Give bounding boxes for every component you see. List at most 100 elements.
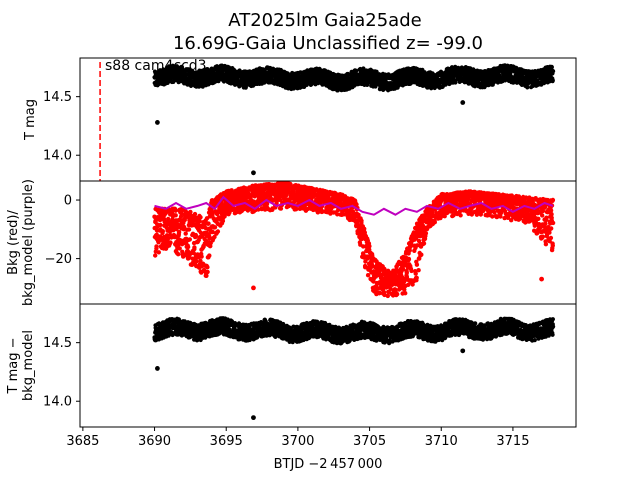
bkg-point	[394, 292, 400, 297]
bkg-point	[361, 244, 366, 249]
bkg-point	[185, 244, 191, 250]
bkg-point	[498, 214, 503, 219]
bkg-point	[201, 244, 206, 249]
bkg-point	[173, 213, 178, 218]
data-point	[354, 68, 359, 73]
bkg-point	[362, 230, 367, 235]
bkg-point	[490, 214, 495, 219]
bkg-point	[188, 209, 193, 215]
bkg-point	[442, 214, 447, 219]
bkg-point	[206, 221, 211, 226]
bkg-point	[356, 212, 361, 218]
bkg-point	[421, 241, 427, 246]
bkg-point	[369, 262, 375, 267]
bkg-point	[509, 218, 514, 223]
y-axis-label-line: T mag	[23, 99, 38, 141]
bkg-point	[177, 246, 182, 251]
bkg-point	[199, 254, 204, 259]
bkg-point	[410, 282, 415, 287]
data-layer	[152, 63, 556, 176]
bkg-point	[210, 229, 215, 235]
bkg-point	[166, 216, 171, 222]
data-point	[374, 69, 379, 74]
bkg-point	[165, 236, 171, 241]
bkg-point	[406, 257, 412, 262]
bkg-point	[198, 215, 203, 220]
bkg-point	[414, 275, 419, 280]
bkg-point	[293, 207, 299, 212]
bkg-point	[168, 240, 173, 245]
bkg-point	[318, 200, 323, 206]
bkg-point	[156, 250, 161, 255]
bkg-point	[413, 271, 418, 276]
chart-title-line1: AT2025lm Gaia25ade	[228, 10, 421, 31]
bkg-point	[204, 273, 209, 278]
bkg-point	[192, 245, 197, 250]
data-layer	[152, 181, 556, 299]
bkg-point	[354, 202, 359, 207]
outlier-point	[460, 100, 466, 105]
bkg-point	[326, 195, 331, 200]
bkg-point	[458, 213, 463, 218]
bkg-point	[264, 201, 270, 206]
bkg-point	[416, 268, 421, 273]
chart-title-line2: 16.69G-Gaia Unclassified z= -99.0	[173, 33, 483, 54]
bkg-point	[415, 243, 420, 248]
bkg-point	[359, 218, 364, 223]
y-axis-label: T mag	[23, 99, 38, 141]
bkg-point	[403, 291, 408, 296]
bkg-point	[509, 193, 514, 198]
bkg-point	[335, 212, 340, 217]
bkg-point	[207, 253, 212, 258]
bkg-point	[194, 259, 199, 264]
bkg-point	[186, 227, 192, 232]
bkg-point	[193, 234, 199, 239]
bkg-point	[227, 210, 232, 215]
bkg-point	[181, 224, 187, 230]
bkg-point	[402, 287, 407, 292]
data-point	[551, 69, 556, 74]
bkg-point	[192, 211, 198, 217]
bkg-point	[205, 265, 210, 270]
bkg-point	[176, 252, 181, 257]
bkg-point	[414, 262, 420, 267]
bkg-point	[158, 222, 163, 228]
bkg-point	[407, 248, 412, 253]
bkg-point	[388, 286, 393, 291]
bkg-point	[205, 269, 210, 275]
bkg-point	[423, 231, 429, 236]
bkg-point	[223, 212, 228, 217]
bkg-point	[409, 243, 414, 248]
panel-tmag: 14.014.5T mag	[23, 57, 577, 182]
bkg-point	[212, 234, 217, 240]
data-point	[550, 78, 555, 83]
bkg-point	[154, 244, 159, 249]
bkg-point	[212, 225, 218, 230]
data-point	[525, 85, 530, 90]
data-point	[257, 78, 262, 83]
outlier-point	[155, 120, 160, 125]
bkg-point	[469, 212, 474, 217]
bkg-point	[197, 218, 202, 224]
bkg-point	[215, 229, 221, 234]
bkg-point	[164, 233, 170, 238]
bkg-point	[187, 237, 192, 242]
data-point	[549, 65, 554, 70]
bkg-point	[367, 244, 372, 249]
bkg-point	[176, 229, 182, 235]
bkg-point	[385, 293, 390, 299]
bkg-point	[173, 208, 178, 213]
bkg-point	[400, 275, 405, 280]
bkg-point	[365, 273, 371, 278]
bkg-point	[256, 207, 261, 212]
bkg-point	[220, 218, 226, 224]
bkg-point	[404, 270, 409, 275]
bkg-point	[278, 206, 284, 211]
bkg-point	[409, 268, 414, 274]
bkg-point	[153, 253, 158, 258]
bkg-point	[400, 267, 406, 272]
y-tick-label: 14.5	[43, 90, 72, 105]
data-point	[423, 71, 428, 76]
